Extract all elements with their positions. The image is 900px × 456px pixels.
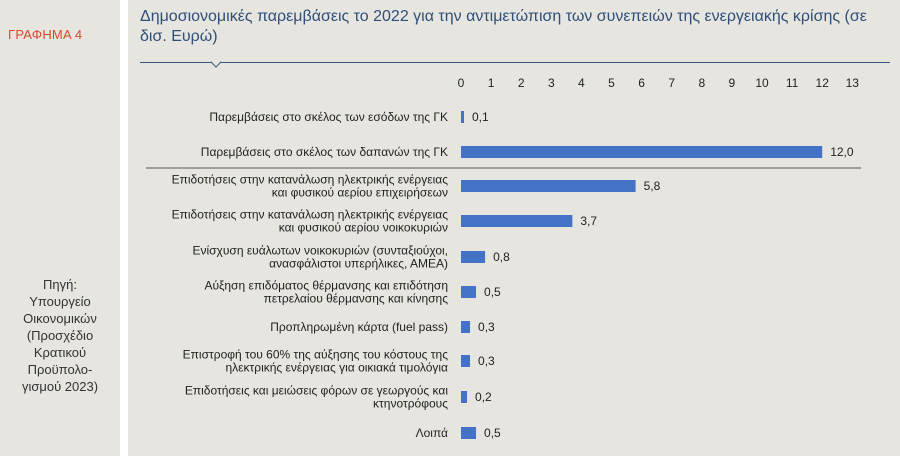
bar <box>461 215 573 227</box>
value-label: 0,8 <box>493 250 510 264</box>
bar <box>461 146 823 158</box>
category-label: και φυσικού αερίου επιχειρήσεων <box>272 186 448 200</box>
x-tick-label: 2 <box>518 76 525 90</box>
category-label: Παρεμβάσεις στο σκέλος των εσόδων της ΓΚ <box>209 110 448 124</box>
category-label: Επιστροφή του 60% της αύξησης του κόστου… <box>183 348 449 362</box>
x-tick-label: 12 <box>816 76 830 90</box>
chart-title: Δημοσιονομικές παρεμβάσεις το 2022 για τ… <box>140 8 867 45</box>
category-label: και φυσικού αερίου νοικοκυριών <box>279 221 448 235</box>
x-tick-label: 0 <box>458 76 465 90</box>
category-label: Επιδοτήσεις στην κατανάλωση ηλεκτρικής ε… <box>172 173 449 187</box>
source-line: Υπουργείο <box>29 294 91 309</box>
value-label: 0,2 <box>475 390 492 404</box>
x-tick-label: 3 <box>548 76 555 90</box>
value-label: 12,0 <box>830 145 854 159</box>
category-label: Προπληρωμένη κάρτα (fuel pass) <box>270 320 448 334</box>
side-panel: ΓΡΑΦΗΜΑ 4 Πηγή: Υπουργείο Οικονομικών (Π… <box>0 0 120 456</box>
source-note: Πηγή: Υπουργείο Οικονομικών (Προσχέδιο Κ… <box>0 276 120 395</box>
value-label: 5,8 <box>644 179 661 193</box>
x-tick-label: 8 <box>698 76 705 90</box>
category-label: ανασφάλιστοι υπερήλικες, ΑΜΕΑ) <box>269 257 448 271</box>
x-tick-label: 9 <box>729 76 736 90</box>
x-tick-label: 13 <box>846 76 860 90</box>
x-tick-label: 5 <box>608 76 615 90</box>
category-label: Επιδοτήσεις και μειώσεις φόρων σε γεωργο… <box>185 384 448 398</box>
source-line: (Προσχέδιο <box>26 328 94 343</box>
x-tick-label: 6 <box>638 76 645 90</box>
bar <box>461 321 471 333</box>
category-label: πετρελαίου θέρμανσης και κίνησης <box>264 292 449 306</box>
x-tick-label: 1 <box>488 76 495 90</box>
bar <box>461 286 477 298</box>
figure-label: ΓΡΑΦΗΜΑ 4 <box>8 27 83 42</box>
bar <box>461 180 636 192</box>
chart-panel: Δημοσιονομικές παρεμβάσεις το 2022 για τ… <box>128 0 900 456</box>
value-label: 0,5 <box>484 426 501 440</box>
title-rule <box>140 62 890 63</box>
bar <box>461 111 465 123</box>
source-line: Προϋπολο- <box>27 362 93 377</box>
bar <box>461 355 471 367</box>
category-label: Λοιπά <box>416 426 448 440</box>
category-label: ηλεκτρικής ενέργειας για οικιακά τιμολόγ… <box>225 361 448 375</box>
category-label: κτηνοτρόφους <box>373 397 448 411</box>
bar <box>461 427 477 439</box>
source-line: Πηγή: <box>43 277 77 292</box>
source-line: Οικονομικών <box>23 311 97 326</box>
x-tick-label: 11 <box>786 76 799 90</box>
value-label: 3,7 <box>580 214 597 228</box>
category-label: Παρεμβάσεις στο σκέλος των δαπανών της Γ… <box>201 145 448 159</box>
bar <box>461 251 486 263</box>
category-label: Αύξηση επιδόματος θέρμανσης και επιδότησ… <box>204 279 448 293</box>
value-label: 0,3 <box>478 354 495 368</box>
value-label: 0,1 <box>472 110 489 124</box>
x-tick-label: 7 <box>668 76 675 90</box>
category-label: Ενίσχυση ευάλωτων νοικοκυριών (συνταξιού… <box>192 244 448 258</box>
value-label: 0,3 <box>478 320 495 334</box>
source-line: Κρατικού <box>33 345 87 360</box>
source-line: γισμού 2023) <box>21 379 99 394</box>
bar <box>461 391 468 403</box>
x-tick-label: 10 <box>755 76 769 90</box>
x-tick-label: 4 <box>578 76 585 90</box>
value-label: 0,5 <box>484 285 501 299</box>
category-label: Επιδοτήσεις στην κατανάλωση ηλεκτρικής ε… <box>172 208 449 222</box>
